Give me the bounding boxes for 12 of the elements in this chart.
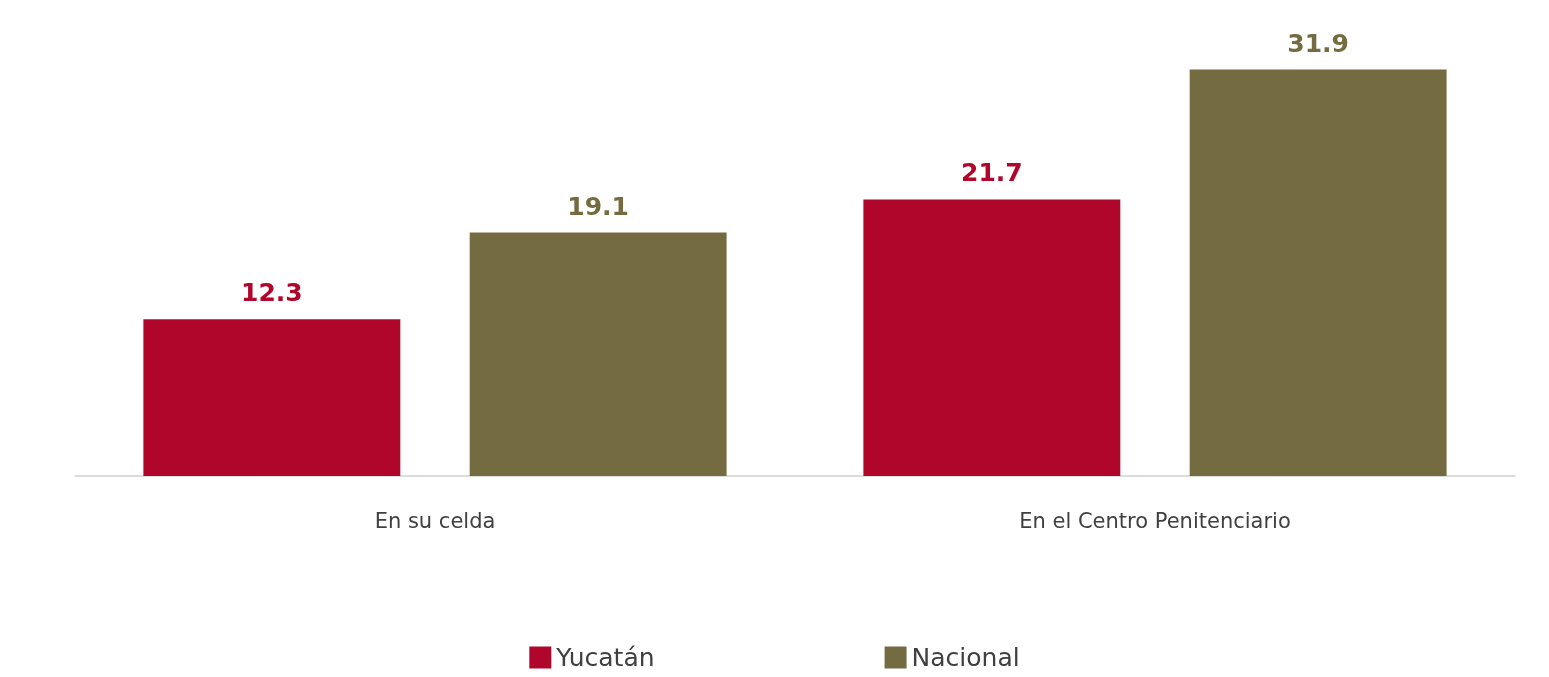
legend-label: Yucatán: [555, 643, 655, 672]
data-label: 12.3: [241, 278, 303, 308]
data-label: 31.9: [1287, 28, 1349, 58]
data-label: 19.1: [567, 191, 629, 221]
x-tick-label: En el Centro Penitenciario: [1019, 508, 1291, 533]
bar: [863, 199, 1121, 476]
legend-label: Nacional: [911, 643, 1020, 672]
bar: [1189, 69, 1447, 476]
bar: [143, 319, 401, 476]
bar: [469, 232, 727, 476]
data-label: 21.7: [961, 158, 1023, 188]
x-tick-label: En su celda: [374, 508, 496, 533]
